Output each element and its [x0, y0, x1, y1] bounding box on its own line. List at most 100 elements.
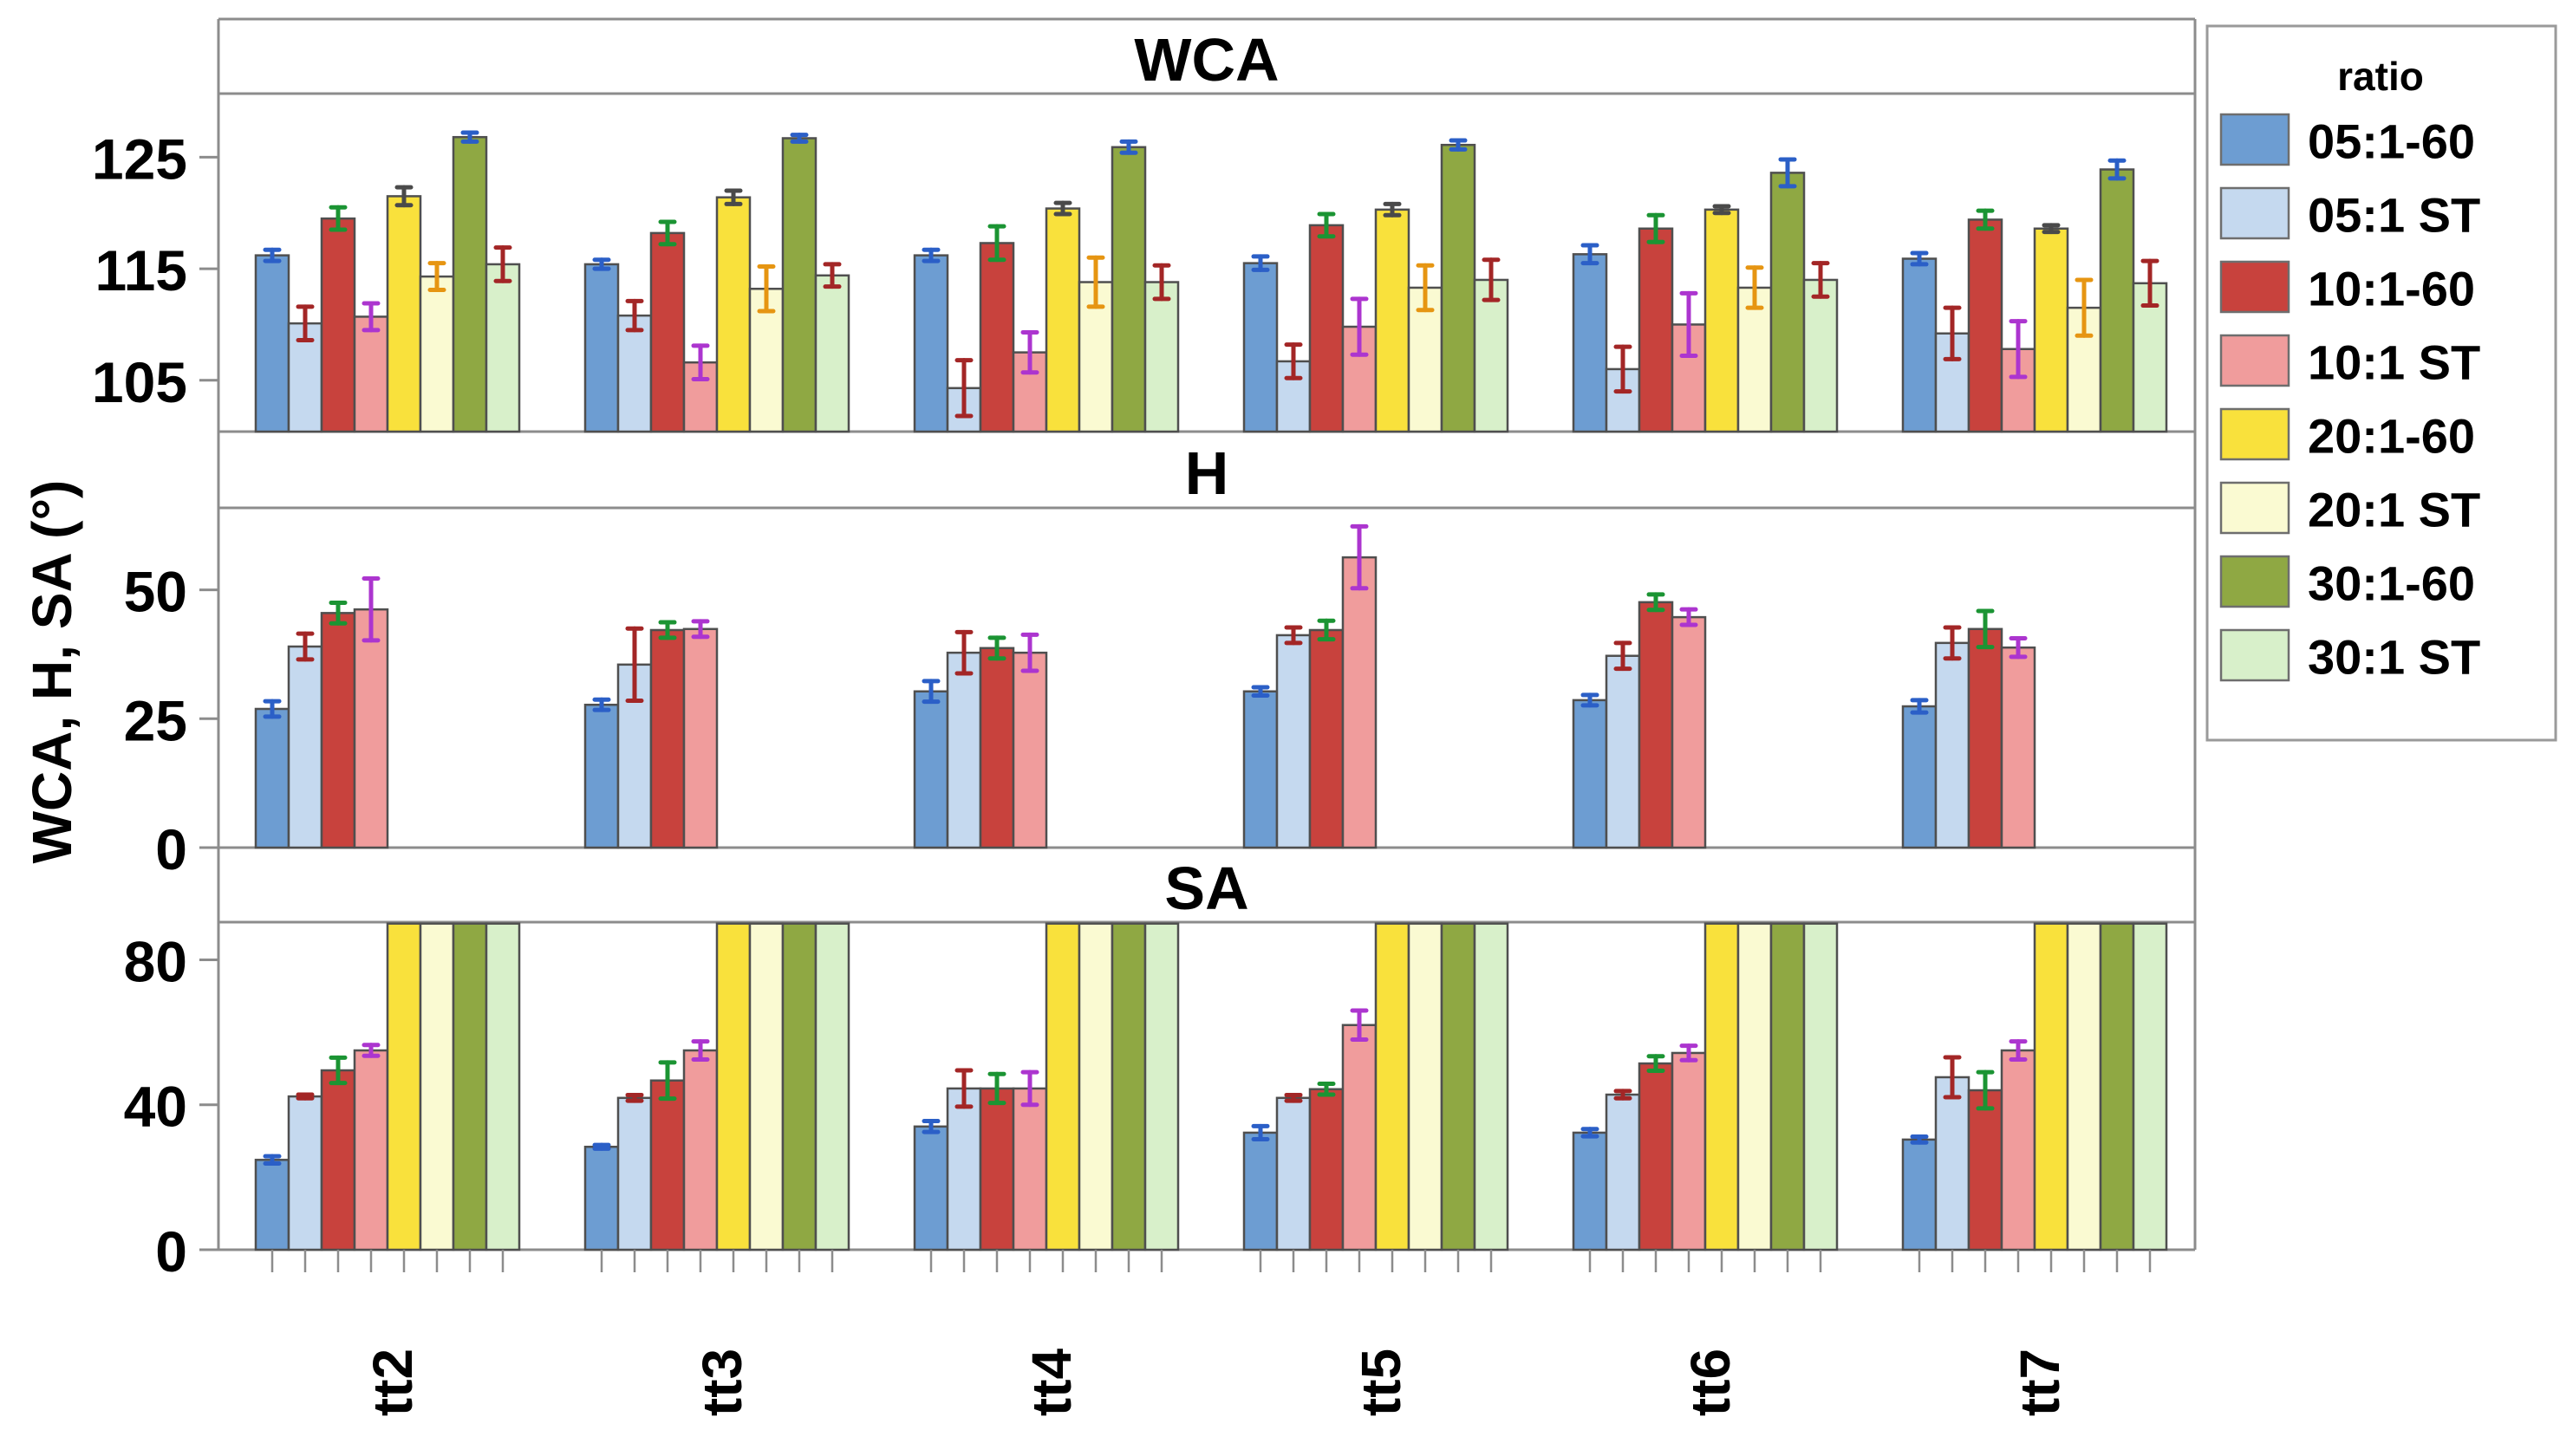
legend-item-label: 20:1 ST [2308, 483, 2480, 537]
error-bar-H-tt6-10:1-60 [1646, 592, 1665, 613]
error-bar-SA-tt6-05:1-60 [1580, 1127, 1599, 1139]
error-bar-H-tt5-10:1 ST [1350, 523, 1369, 591]
bar-WCA-tt4-05:1-60 [913, 254, 949, 433]
bar-WCA-tt7-30:1-60 [2099, 168, 2135, 433]
x-category-label: tt4 [1020, 1348, 1083, 1416]
error-bar-H-tt4-10:1-60 [987, 635, 1006, 661]
bar-WCA-tt7-30:1 ST [2132, 282, 2168, 433]
bar-H-tt3-10:1-60 [649, 628, 686, 849]
error-bar-H-tt2-10:1-60 [329, 600, 348, 626]
y-tick-label: 40 [124, 1075, 187, 1139]
legend-swatch-20:1 ST [2219, 481, 2290, 535]
bar-WCA-tt5-20:1-60 [1374, 208, 1410, 433]
bar-WCA-tt3-20:1-60 [715, 196, 752, 433]
bar-WCA-tt3-30:1 ST [814, 274, 850, 433]
error-bar-WCA-tt6-20:1-60 [1712, 204, 1731, 216]
bar-SA-tt5-20:1 ST [1407, 922, 1443, 1251]
bar-WCA-tt6-20:1-60 [1703, 208, 1740, 433]
error-bar-SA-tt2-05:1-60 [263, 1154, 282, 1166]
bar-WCA-tt4-30:1 ST [1143, 281, 1180, 433]
bar-SA-tt5-20:1-60 [1374, 922, 1410, 1251]
bar-H-tt7-05:1-60 [1901, 705, 1938, 849]
bar-WCA-tt3-05:1-60 [583, 263, 620, 433]
error-bar-H-tt2-05:1-60 [263, 699, 282, 719]
error-bar-WCA-tt4-20:1 ST [1086, 255, 1105, 309]
error-bar-H-tt6-10:1 ST [1679, 607, 1698, 627]
bar-WCA-tt7-10:1-60 [1967, 218, 2003, 433]
bar-SA-tt3-10:1 ST [682, 1049, 719, 1251]
error-bar-SA-tt4-05:1-60 [922, 1119, 941, 1134]
legend-swatch-10:1 ST [2219, 334, 2290, 387]
error-bar-WCA-tt3-20:1-60 [724, 188, 743, 206]
error-bar-WCA-tt3-30:1 ST [823, 262, 842, 289]
y-axis-title: WCA, H, SA (°) [21, 480, 83, 864]
legend-swatch-20:1-60 [2219, 407, 2290, 461]
error-bar-WCA-tt4-05:1 ST [954, 358, 974, 419]
error-bar-WCA-tt5-10:1-60 [1317, 211, 1336, 239]
bar-H-tt2-05:1-60 [254, 707, 290, 849]
bar-SA-tt2-30:1 ST [485, 922, 521, 1251]
y-tick-label: 0 [155, 1219, 187, 1284]
bar-H-tt4-10:1 ST [1012, 651, 1048, 849]
legend-swatch-10:1-60 [2219, 260, 2290, 314]
bar-SA-tt4-20:1 ST [1078, 922, 1114, 1251]
bar-WCA-tt4-20:1-60 [1045, 207, 1081, 433]
bar-WCA-tt6-30:1 ST [1802, 278, 1839, 433]
bar-SA-tt3-20:1-60 [715, 922, 752, 1251]
bar-H-tt5-10:1 ST [1341, 556, 1378, 849]
bar-H-tt3-05:1-60 [583, 703, 620, 849]
error-bar-WCA-tt2-05:1 ST [296, 304, 315, 342]
error-bar-WCA-tt3-05:1 ST [625, 298, 644, 333]
error-bar-WCA-tt4-05:1-60 [922, 247, 941, 263]
bar-H-tt6-10:1-60 [1638, 601, 1674, 849]
bar-SA-tt7-30:1 ST [2132, 922, 2168, 1251]
bar-WCA-tt2-20:1 ST [419, 275, 455, 433]
bar-WCA-tt6-30:1-60 [1769, 172, 1806, 433]
bar-SA-tt3-05:1-60 [583, 1145, 620, 1251]
error-bar-WCA-tt7-10:1-60 [1976, 208, 1995, 231]
error-bar-WCA-tt5-20:1 ST [1416, 263, 1435, 313]
bar-WCA-tt6-10:1-60 [1638, 227, 1674, 433]
error-bar-H-tt3-10:1-60 [658, 620, 677, 640]
error-bar-WCA-tt5-10:1 ST [1350, 296, 1369, 357]
x-category-label: tt5 [1350, 1349, 1412, 1416]
error-bar-SA-tt2-10:1 ST [362, 1043, 381, 1058]
error-bar-WCA-tt3-30:1-60 [790, 133, 809, 144]
error-bar-SA-tt7-05:1-60 [1910, 1134, 1929, 1145]
error-bar-SA-tt2-05:1 ST [296, 1092, 315, 1101]
error-bar-H-tt3-05:1 ST [625, 626, 644, 703]
error-bar-WCA-tt4-20:1-60 [1053, 200, 1072, 217]
error-bar-H-tt5-05:1 ST [1284, 625, 1303, 646]
bar-SA-tt5-10:1 ST [1341, 1024, 1378, 1251]
bar-SA-tt2-10:1 ST [353, 1049, 389, 1251]
bar-SA-tt4-30:1-60 [1111, 922, 1147, 1251]
bar-H-tt4-05:1 ST [946, 651, 982, 849]
error-bar-H-tt7-05:1-60 [1910, 698, 1929, 715]
error-bar-WCA-tt7-05:1-60 [1910, 250, 1929, 267]
bar-SA-tt6-30:1 ST [1802, 922, 1839, 1251]
x-category-label: tt6 [1679, 1349, 1742, 1416]
bar-SA-tt3-05:1 ST [616, 1096, 653, 1251]
bar-WCA-tt2-30:1-60 [452, 135, 488, 433]
bar-WCA-tt5-30:1 ST [1473, 278, 1509, 433]
bar-H-tt6-10:1 ST [1671, 615, 1707, 849]
bar-SA-tt7-20:1 ST [2066, 922, 2102, 1251]
error-bar-H-tt7-10:1-60 [1976, 608, 1995, 650]
error-bar-SA-tt4-10:1-60 [987, 1071, 1006, 1106]
bar-SA-tt7-10:1 ST [2000, 1049, 2036, 1251]
bar-WCA-tt2-05:1-60 [254, 254, 290, 433]
error-bar-H-tt5-10:1-60 [1317, 618, 1336, 642]
bar-H-tt6-05:1-60 [1572, 699, 1608, 849]
error-bar-H-tt2-10:1 ST [362, 575, 381, 643]
bar-H-tt2-05:1 ST [287, 645, 323, 849]
bar-SA-tt2-10:1-60 [320, 1069, 356, 1251]
bar-WCA-tt7-20:1-60 [2033, 227, 2069, 433]
bar-SA-tt6-10:1 ST [1671, 1051, 1707, 1251]
bar-SA-tt4-30:1 ST [1143, 922, 1180, 1251]
error-bar-WCA-tt6-05:1-60 [1580, 243, 1599, 266]
error-bar-WCA-tt5-20:1-60 [1383, 201, 1402, 218]
legend-item-label: 05:1 ST [2308, 188, 2480, 243]
error-bar-WCA-tt4-10:1-60 [987, 224, 1006, 263]
